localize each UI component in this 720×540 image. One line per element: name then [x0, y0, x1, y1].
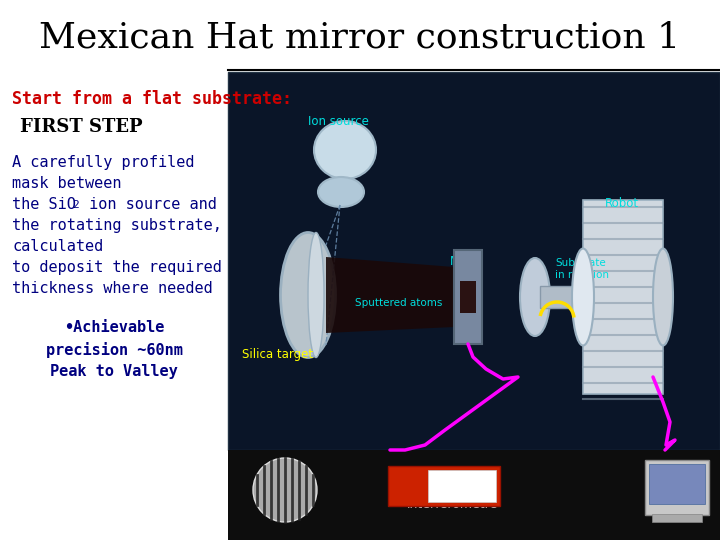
Text: Sputtered atoms: Sputtered atoms: [355, 298, 442, 308]
Bar: [454, 250, 482, 344]
Ellipse shape: [653, 248, 673, 346]
Text: the rotating substrate,: the rotating substrate,: [12, 218, 222, 233]
Bar: [540, 286, 575, 308]
Text: FIRST STEP: FIRST STEP: [20, 118, 143, 136]
Text: precision ~60nm: precision ~60nm: [45, 342, 182, 358]
Polygon shape: [326, 257, 454, 333]
Text: Peak to Valley: Peak to Valley: [50, 364, 178, 379]
Ellipse shape: [281, 233, 336, 357]
Circle shape: [253, 458, 317, 522]
Bar: [428, 470, 496, 502]
Text: A carefully profiled: A carefully profiled: [12, 155, 194, 170]
Bar: [583, 200, 663, 394]
Ellipse shape: [318, 177, 364, 207]
Text: Start from a flat substrate:: Start from a flat substrate:: [12, 90, 292, 108]
Bar: [652, 514, 702, 522]
Text: thickness where needed: thickness where needed: [12, 281, 212, 296]
Text: to deposit the required: to deposit the required: [12, 260, 222, 275]
Text: 2: 2: [72, 200, 78, 210]
Ellipse shape: [308, 233, 324, 357]
Text: Ion source: Ion source: [308, 115, 369, 128]
Ellipse shape: [572, 248, 594, 346]
Bar: [228, 450, 720, 540]
Text: Silica target: Silica target: [242, 348, 313, 361]
Text: •Achievable: •Achievable: [64, 320, 164, 335]
Text: Mexican Hat mirror construction 1: Mexican Hat mirror construction 1: [40, 21, 680, 55]
Text: the SiO: the SiO: [12, 197, 76, 212]
Text: interféromètre: interféromètre: [408, 498, 499, 511]
Text: calculated: calculated: [12, 239, 103, 254]
Bar: [388, 466, 500, 506]
Text: ion source and: ion source and: [80, 197, 217, 212]
Ellipse shape: [314, 121, 376, 179]
Text: Mask: Mask: [450, 255, 480, 268]
Bar: [460, 281, 476, 313]
Bar: [645, 460, 709, 515]
Text: Substrate
in rotation: Substrate in rotation: [555, 258, 609, 280]
Bar: [649, 464, 705, 504]
Ellipse shape: [520, 258, 550, 336]
Text: mask between: mask between: [12, 176, 122, 191]
Bar: [228, 72, 720, 450]
Text: Robot: Robot: [605, 197, 639, 210]
